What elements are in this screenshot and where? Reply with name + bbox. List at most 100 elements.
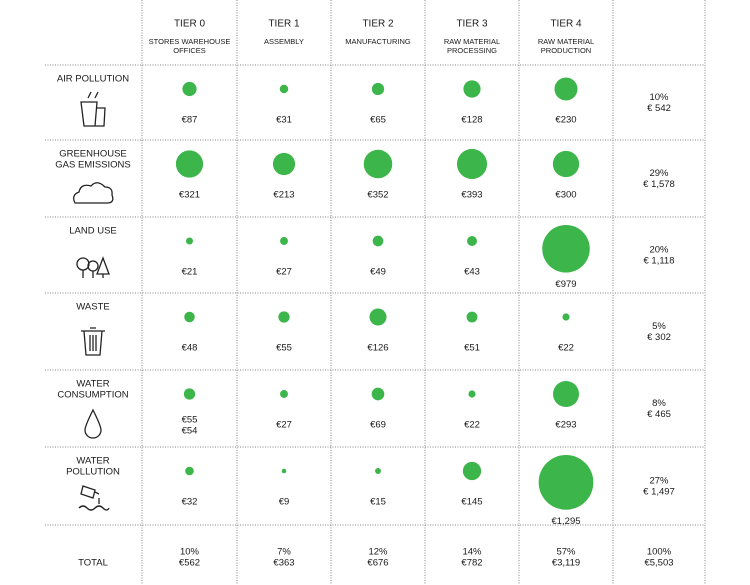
bubble — [466, 311, 478, 323]
row-label: GREENHOUSE — [59, 149, 127, 160]
total-share: 57% — [556, 547, 576, 558]
value-label: €51 — [464, 343, 480, 354]
row-label: WASTE — [76, 302, 109, 313]
value-label: €128 — [461, 115, 482, 126]
bubble — [468, 390, 476, 398]
value-label: €27 — [276, 267, 292, 278]
share-label: 10% — [649, 92, 669, 103]
row-label: CONSUMPTION — [57, 390, 128, 401]
value-label: €21 — [182, 267, 198, 278]
value-label: €293 — [555, 420, 576, 431]
grand-share: 100% — [647, 547, 672, 558]
tier-desc: OFFICES — [173, 46, 206, 55]
tier-desc: PRODUCTION — [541, 46, 591, 55]
total-share: 7% — [277, 547, 291, 558]
tier-desc: MANUFACTURING — [345, 37, 411, 46]
value-label: €15 — [370, 497, 386, 508]
tier-name: TIER 4 — [550, 19, 582, 30]
total-value: €3,119 — [552, 558, 580, 569]
grand-total: €5,503 — [644, 558, 673, 569]
bubble — [186, 237, 193, 245]
bubble — [363, 149, 393, 179]
total-value: €782 — [461, 558, 482, 569]
tier-name: TIER 1 — [268, 19, 300, 30]
bubble — [183, 388, 196, 400]
tier-desc: RAW MATERIAL — [444, 37, 500, 46]
value-label: €321 — [179, 190, 200, 201]
value-label: €145 — [461, 497, 482, 508]
total-value: €676 — [367, 558, 388, 569]
bubble — [552, 150, 580, 178]
share-label: 27% — [649, 476, 669, 487]
value-label: €22 — [558, 343, 574, 354]
value-label: €48 — [182, 343, 198, 354]
cloud-icon — [73, 182, 114, 204]
bubble — [456, 148, 488, 180]
bubble — [185, 466, 194, 476]
bubble — [467, 236, 477, 246]
bubble — [278, 311, 290, 323]
bubble — [462, 461, 482, 481]
bubble — [371, 387, 385, 401]
value-label: €65 — [370, 115, 386, 126]
bubble — [562, 313, 570, 321]
total-value: €363 — [273, 558, 294, 569]
tier-name: TIER 3 — [456, 19, 488, 30]
value-label: €43 — [464, 267, 480, 278]
value-label: €55 — [276, 343, 292, 354]
value-label: €300 — [555, 190, 576, 201]
row-label: GAS EMISSIONS — [55, 160, 131, 171]
drop-icon — [84, 408, 102, 439]
value-label: €979 — [555, 279, 576, 290]
value-label: €32 — [182, 497, 198, 508]
value-label: €69 — [370, 420, 386, 431]
bubble — [279, 84, 289, 94]
total-value: €562 — [179, 558, 200, 569]
value-label: €126 — [367, 343, 388, 354]
bin-icon — [81, 327, 105, 356]
value-label: €22 — [464, 420, 480, 431]
bubble — [554, 77, 578, 101]
total-label: € 465 — [647, 409, 671, 420]
bubble — [542, 225, 590, 273]
value-label: €213 — [273, 190, 294, 201]
row-label: POLLUTION — [66, 467, 120, 478]
value-label: €1,295 — [551, 516, 580, 527]
tier-desc: STORES WAREHOUSE — [149, 37, 231, 46]
share-label: 5% — [652, 321, 666, 332]
total-share: 12% — [368, 547, 388, 558]
bubble — [369, 308, 387, 326]
total-label: € 302 — [647, 332, 671, 343]
tier-desc: PROCESSING — [447, 46, 497, 55]
bubble — [538, 455, 594, 510]
value-label: €87 — [182, 115, 198, 126]
bubble — [184, 311, 195, 323]
value-label: €31 — [276, 115, 292, 126]
tier-desc: ASSEMBLY — [264, 37, 304, 46]
share-label: 20% — [649, 245, 669, 256]
value-label: €352 — [367, 190, 388, 201]
share-label: 8% — [652, 398, 666, 409]
trees-icon — [76, 256, 110, 278]
bubble — [272, 152, 296, 176]
air-icon — [80, 91, 106, 127]
bubble — [280, 390, 288, 398]
value-label: €393 — [461, 190, 482, 201]
row-label: WATER — [76, 456, 109, 467]
bubble — [372, 235, 384, 247]
bubble — [371, 82, 385, 96]
total-label: € 1,497 — [643, 487, 675, 498]
total-label: € 542 — [647, 103, 671, 114]
tier-name: TIER 0 — [174, 19, 206, 30]
total-label: € 1,578 — [643, 179, 675, 190]
row-label: WATER — [76, 379, 109, 390]
bubble — [552, 380, 580, 408]
bubble — [463, 80, 481, 98]
value-label: €54 — [182, 426, 198, 437]
bubble — [281, 468, 287, 474]
total-label: € 1,118 — [644, 256, 675, 267]
value-label: €230 — [555, 115, 576, 126]
value-label: €27 — [276, 420, 292, 431]
total-row-label: TOTAL — [78, 558, 108, 569]
